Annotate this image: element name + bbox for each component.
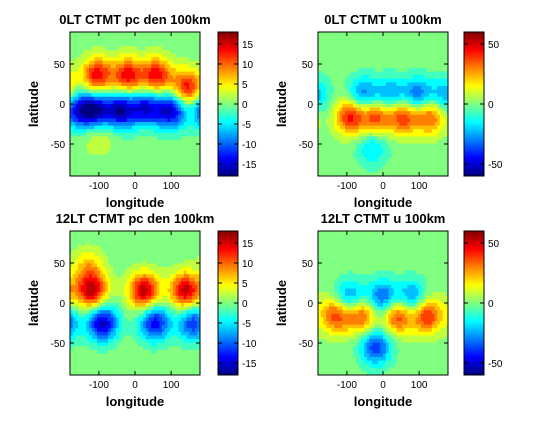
chart-panel: -100 0 100 50 0 -50 0LT CTMT u 100km longitude l… xyxy=(274,12,503,210)
y-axis-label: latitude xyxy=(274,81,289,127)
x-tick-label: -100 xyxy=(337,181,357,192)
x-axis-label: longitude xyxy=(354,195,413,210)
x-tick-label: 0 xyxy=(132,181,138,192)
x-tick-label: 0 xyxy=(380,181,386,192)
colorbar-tick-label: -50 xyxy=(488,160,503,171)
colorbar-tick-label: 5 xyxy=(242,80,248,91)
x-tick-label: -100 xyxy=(89,181,109,192)
colorbar-tick-label: -5 xyxy=(242,120,251,131)
y-tick-label: 0 xyxy=(59,100,65,111)
x-tick-label: 100 xyxy=(163,181,180,192)
chart-title: 0LT CTMT pc den 100km xyxy=(59,12,210,27)
colorbar-tick-label: 50 xyxy=(488,40,500,51)
x-axis-label: longitude xyxy=(106,195,165,210)
colorbar-tick-label: -15 xyxy=(242,160,257,171)
y-tick-label: -50 xyxy=(51,140,66,151)
colorbar-tick-label: 0 xyxy=(488,100,494,111)
colorbar-tick-label: 15 xyxy=(242,40,254,51)
colorbar-tick-label: 10 xyxy=(242,60,254,71)
colorbar: 15 10 5 0 -5 -10 -15 xyxy=(218,32,257,177)
colorbar: 50 0 -50 xyxy=(464,32,503,177)
y-tick-label: 50 xyxy=(54,60,66,71)
y-tick-label: -50 xyxy=(299,140,314,151)
y-tick-label: 50 xyxy=(302,60,314,71)
x-tick-label: 100 xyxy=(411,181,428,192)
y-axis-label: latitude xyxy=(26,81,41,127)
contour-field xyxy=(318,32,449,177)
colorbar-tick-label: -10 xyxy=(242,140,257,151)
contour-field xyxy=(70,32,201,177)
y-tick-label: 0 xyxy=(307,100,313,111)
colorbar-tick-label: 0 xyxy=(242,100,248,111)
contour-field xyxy=(70,231,201,376)
chart-title: 0LT CTMT u 100km xyxy=(324,12,442,27)
